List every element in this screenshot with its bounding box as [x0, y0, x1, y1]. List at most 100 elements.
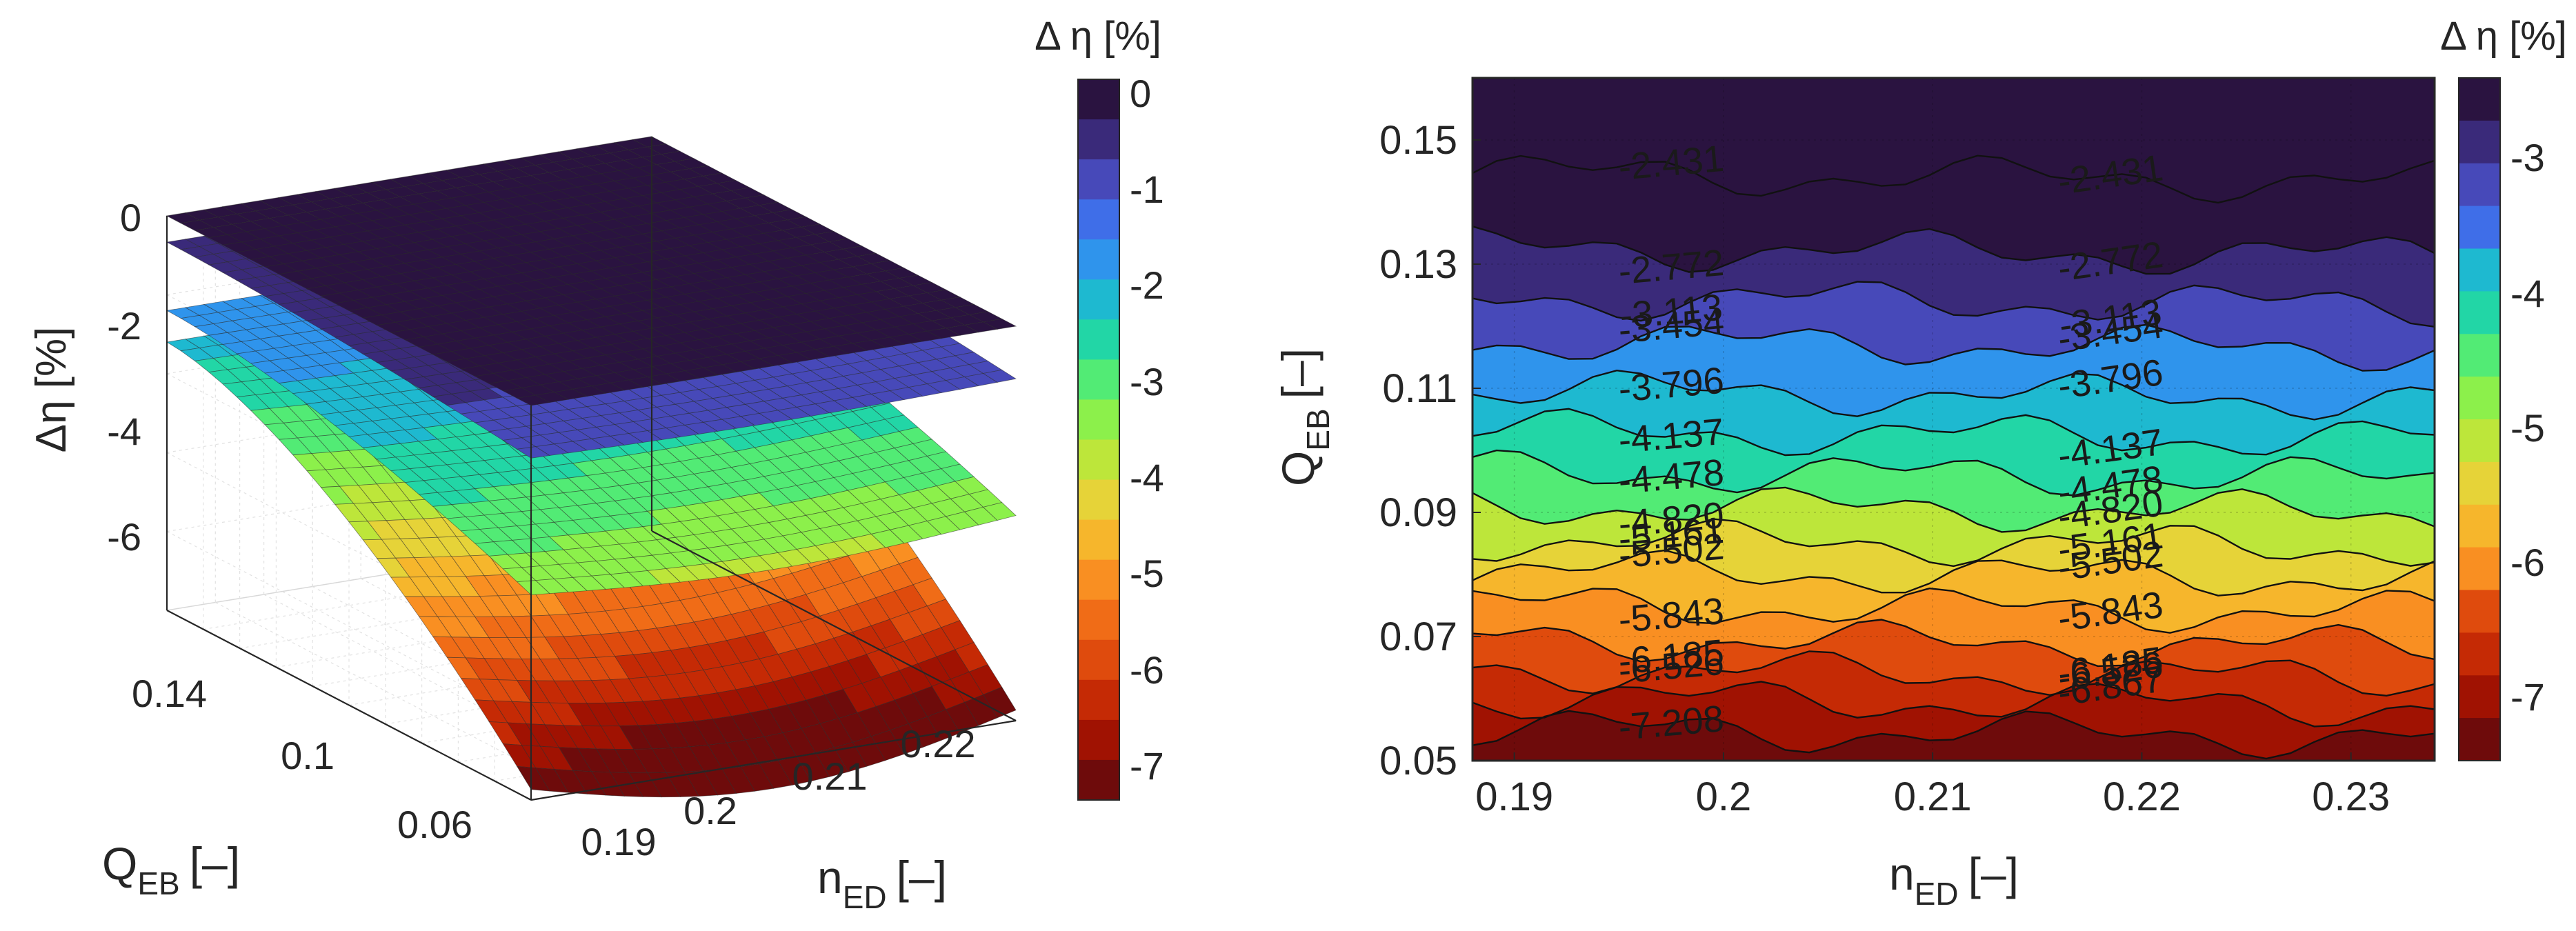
y-tick-label: 0.06: [397, 803, 472, 846]
colorbar-tick-label: -7: [1130, 744, 1164, 788]
colorbar-tick-label: -1: [1130, 168, 1164, 211]
colorbar-band: [2459, 120, 2500, 164]
colorbar-band: [1078, 679, 1119, 721]
colorbar-band: [2459, 78, 2500, 121]
colorbar-band: [1078, 199, 1119, 240]
contour-label: -7.208: [1617, 698, 1726, 748]
surface-patch: [983, 686, 1017, 719]
colorbar-band: [2459, 675, 2500, 719]
surface-patch: [982, 318, 1017, 330]
colorbar-band: [2459, 547, 2500, 591]
colorbar-band: [1078, 279, 1119, 320]
colorbar-tick-label: -6: [1130, 648, 1164, 692]
colorbar-tick-label: -7: [2510, 675, 2545, 719]
colorbar-band: [1078, 759, 1119, 801]
colorbar-band: [1078, 399, 1119, 441]
contour-line: [1472, 650, 2435, 697]
contour-ticks: 0.19 0.2 0.21 0.22 0.23 0.05 0.07 0.09 0.11 0.13 0…: [1379, 118, 2390, 819]
colorbar-tick-label: -5: [1130, 552, 1164, 595]
q-axis-line: [166, 610, 532, 801]
colorbar-title: Δ η [%]: [2440, 14, 2567, 59]
grid-line: [348, 625, 835, 706]
colorbar-title: Δ η [%]: [1035, 14, 1161, 59]
x-tick-label: 0.2: [1696, 774, 1752, 819]
contour-line: [1472, 226, 2435, 275]
colorbar-tick-label: -5: [2510, 406, 2545, 450]
y-tick-label: 0.05: [1379, 739, 1457, 783]
colorbar-band: [1078, 639, 1119, 681]
contour-lines: [1472, 154, 2435, 760]
n-axis-line: [530, 719, 1017, 801]
colorbar-band: [2459, 632, 2500, 676]
contour-line: [1472, 154, 2435, 204]
surfaces: [166, 136, 1017, 798]
surface-plot-panel: 0 -2 -4 -6 Δη [%] 0.14 0.1 0.06 0.19 0.2…: [28, 136, 1018, 915]
colorbar-bands: [2459, 78, 2500, 761]
colorbar-tick-label: -4: [2510, 272, 2545, 315]
z-tick-label: -2: [107, 304, 141, 348]
contour-label: -4.820: [1617, 494, 1726, 545]
contour-x-axis-label: nED [–]: [1889, 848, 2019, 912]
z-axis-label: Δη [%]: [28, 327, 75, 453]
y-tick-label: 0.15: [1379, 118, 1457, 163]
colorbar-band: [1078, 439, 1119, 481]
colorbar-band: [2459, 504, 2500, 548]
surface-colorbar: Δ η [%] 0 -1 -2 -3 -4 -5 -6 -7: [1035, 14, 1164, 801]
contour-label: -5.843: [1617, 590, 1726, 641]
colorbar-band: [1078, 119, 1119, 160]
contour-y-axis-label: QEB[–]: [1272, 348, 1336, 486]
contour-label: -6.526: [1617, 641, 1726, 692]
colorbar-band: [1078, 239, 1119, 280]
y-tick-label: 0.11: [1382, 366, 1457, 411]
colorbar-band: [2459, 291, 2500, 334]
grid-line: [312, 606, 798, 687]
grid-line: [385, 644, 870, 725]
colorbar-bands: [1078, 79, 1119, 801]
contour-label: -4.478: [1617, 452, 1726, 502]
contour-label: -3.113: [1618, 287, 1724, 337]
colorbar-tick-label: -6: [2510, 541, 2545, 584]
colorbar-tick-label: -4: [1130, 456, 1164, 499]
z-tick-label: -4: [107, 410, 141, 453]
grid-line: [276, 587, 761, 668]
colorbar-tick-label: 0: [1130, 72, 1151, 115]
x-tick-label: 0.21: [792, 754, 868, 798]
contour-label: -5.161: [1617, 510, 1726, 560]
colorbar-band: [1078, 599, 1119, 641]
colorbar-band: [1078, 359, 1119, 401]
x-tick-label: 0.19: [1475, 774, 1553, 819]
colorbar-tick-label: -3: [2510, 136, 2545, 179]
colorbar-band: [1078, 719, 1119, 761]
contour-label: -5.502: [1617, 525, 1726, 576]
contour-line: [1472, 449, 2435, 497]
colorbar-band: [1078, 559, 1119, 601]
grid-line: [166, 372, 652, 453]
y-tick-label: 0.14: [132, 672, 207, 715]
contour-label: -3.796: [1617, 360, 1726, 410]
contour-line: [1472, 710, 2435, 760]
contour-line: [1472, 549, 2435, 597]
colorbar-band: [1078, 79, 1119, 120]
grid-line: [239, 568, 725, 649]
x-tick-label: 0.22: [901, 722, 976, 765]
colorbar-band: [1078, 319, 1119, 360]
y-tick-label: 0.09: [1379, 490, 1457, 535]
colorbar-band: [2459, 163, 2500, 207]
colorbar-tick-label: -2: [1130, 263, 1164, 307]
grid-line: [166, 452, 652, 532]
contour-label: -4.137: [1617, 411, 1726, 461]
colorbar-band: [2459, 718, 2500, 761]
y-tick-label: 0.07: [1379, 614, 1457, 659]
contour-bands: [1472, 78, 2435, 761]
colorbar-frame: [1077, 79, 1120, 801]
x-tick-label: 0.22: [2103, 774, 2181, 819]
colorbar-frame: [2458, 77, 2501, 761]
contour-line: [1472, 323, 2435, 372]
contour-line: [1472, 619, 2435, 668]
x-axis-label: nED [–]: [817, 852, 947, 915]
contour-band: [1472, 710, 2435, 761]
contour-plot-frame: [1471, 77, 2436, 762]
x-tick-label: 0.23: [2312, 774, 2390, 819]
y-axis-label: QEB [–]: [102, 838, 240, 901]
